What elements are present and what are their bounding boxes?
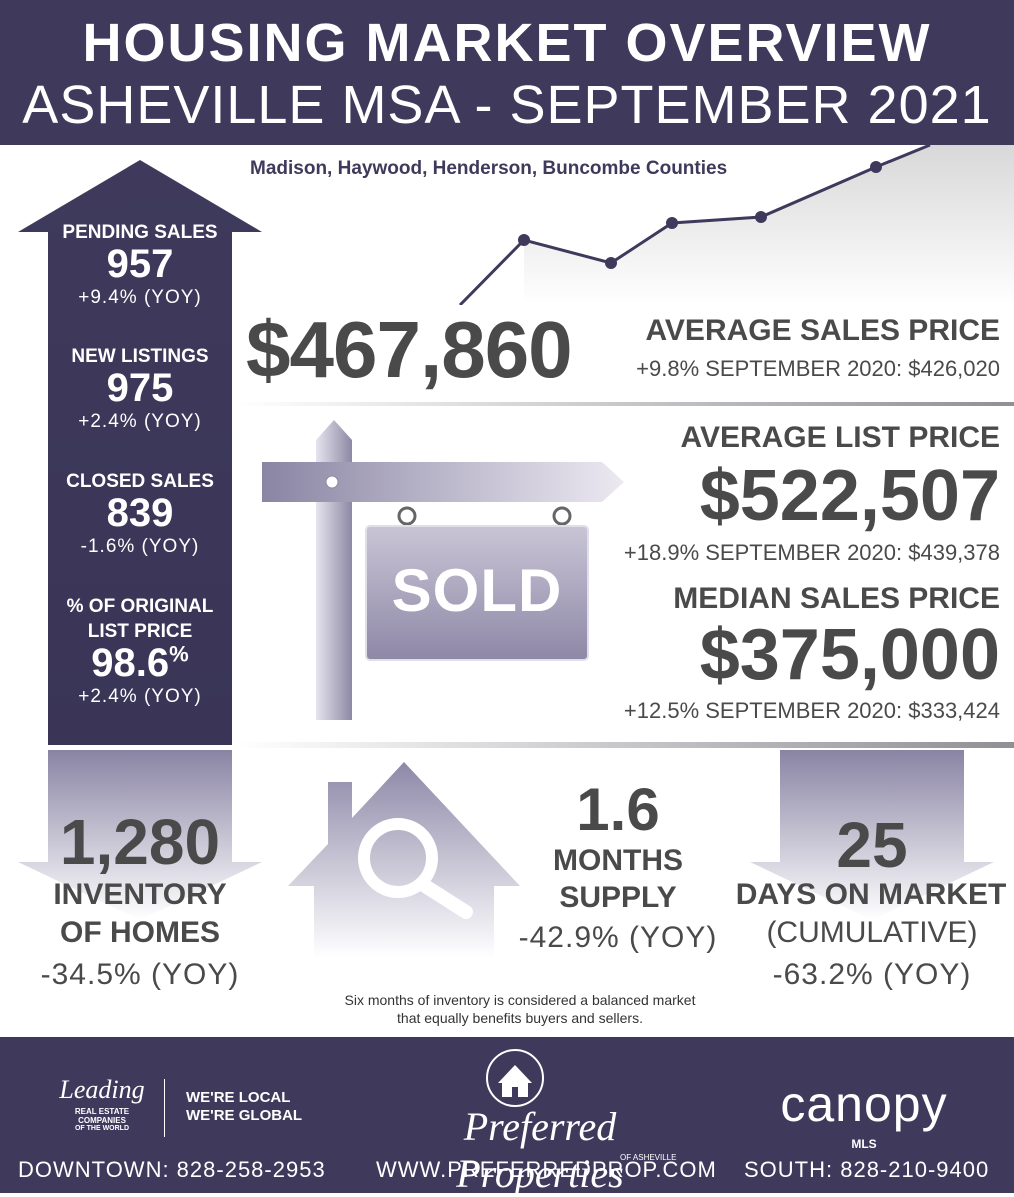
up-arrow-shape	[18, 160, 262, 745]
days-on-market-value: 25	[836, 809, 908, 881]
orig-list-label-2: LIST PRICE	[87, 621, 193, 642]
closed-sales-value: 839	[106, 491, 174, 535]
months-supply-value: 1.6	[576, 776, 660, 843]
days-on-market-sublabel: (CUMULATIVE)	[766, 916, 978, 949]
average-sales-value: $467,860	[246, 305, 573, 394]
closed-sales-label: CLOSED SALES	[66, 471, 214, 492]
pending-sales-value: 957	[106, 242, 174, 286]
days-on-market-change: -63.2% (YOY)	[772, 958, 972, 991]
orig-list-change: +2.4% (YOY)	[78, 686, 202, 707]
average-sales-comparison: +9.8% SEPTEMBER 2020: $426,020	[636, 356, 1000, 381]
trend-point	[870, 161, 882, 173]
sign-bolt	[325, 475, 339, 489]
sign-arm	[262, 462, 624, 502]
balanced-market-note-1: Six months of inventory is considered a …	[344, 992, 696, 1008]
footer-divider	[164, 1079, 165, 1137]
tagline-local: WE'RE LOCAL	[186, 1089, 291, 1106]
south-phone: SOUTH: 828-210-9400	[744, 1157, 990, 1182]
months-supply-label-1: MONTHS	[553, 844, 683, 877]
sign-board	[365, 525, 589, 661]
canopy-logo: canopy	[780, 1076, 948, 1132]
counties-subtitle: Madison, Haywood, Henderson, Buncombe Co…	[250, 158, 728, 179]
sold-sign-graphic	[262, 420, 624, 720]
leading-logo-sub2: COMPANIES	[78, 1116, 126, 1125]
inventory-value: 1,280	[59, 806, 221, 878]
months-supply-change: -42.9% (YOY)	[518, 921, 718, 954]
orig-list-label-1: % OF ORIGINAL	[66, 596, 214, 617]
sold-sign-text: SOLD	[391, 557, 563, 624]
new-listings-value: 975	[106, 366, 174, 410]
inventory-label-1: INVENTORY	[53, 878, 227, 911]
trend-point	[755, 211, 767, 223]
downtown-phone: DOWNTOWN: 828-258-2953	[18, 1157, 326, 1182]
average-list-comparison: +18.9% SEPTEMBER 2020: $439,378	[623, 540, 1000, 565]
median-sales-value: $375,000	[699, 615, 1000, 695]
tagline-global: WE'RE GLOBAL	[186, 1107, 303, 1124]
divider-band	[236, 402, 1014, 406]
days-down-arrow	[750, 750, 994, 920]
canopy-mls: MLS	[851, 1137, 877, 1151]
average-sales-label: AVERAGE SALES PRICE	[645, 314, 1000, 347]
days-on-market-label: DAYS ON MARKET	[735, 878, 1007, 911]
leading-logo: Leading REAL ESTATE COMPANIES OF THE WOR…	[54, 1075, 150, 1132]
leading-logo-sub1: REAL ESTATE	[74, 1107, 130, 1116]
inventory-down-arrow	[18, 750, 262, 920]
orig-list-suffix: %	[169, 641, 189, 667]
pending-sales-change: +9.4% (YOY)	[78, 287, 202, 308]
orig-list-number: 98.6	[91, 641, 170, 685]
trend-point	[666, 217, 678, 229]
preferred-house-emblem-icon	[486, 1049, 544, 1107]
page-subtitle: ASHEVILLE MSA - SEPTEMBER 2021	[22, 75, 992, 135]
website-link[interactable]: WWW.PREFERREDPROP.COM	[376, 1157, 717, 1182]
average-list-value: $522,507	[699, 456, 1000, 536]
sign-hook	[552, 506, 572, 526]
trend-graphic	[458, 145, 1014, 305]
months-supply-label-2: SUPPLY	[559, 881, 677, 914]
divider-band	[236, 742, 1014, 748]
house-search-icon	[288, 762, 520, 958]
footer: Leading REAL ESTATE COMPANIES OF THE WOR…	[0, 1037, 1014, 1196]
inventory-change: -34.5% (YOY)	[40, 958, 240, 991]
balanced-market-note-2: that equally benefits buyers and sellers…	[397, 1010, 643, 1026]
preferred-properties-sub: OF ASHEVILLE	[620, 1153, 677, 1162]
trend-point	[518, 234, 530, 246]
median-sales-label: MEDIAN SALES PRICE	[673, 582, 1000, 615]
preferred-properties-logo: Preferred Properties	[456, 1104, 624, 1196]
closed-sales-change: -1.6% (YOY)	[80, 536, 200, 557]
header-banner: HOUSING MARKET OVERVIEW ASHEVILLE MSA - …	[0, 0, 1014, 145]
trend-area	[524, 145, 1014, 305]
median-sales-comparison: +12.5% SEPTEMBER 2020: $333,424	[623, 698, 1000, 723]
average-list-label: AVERAGE LIST PRICE	[680, 421, 1000, 454]
leading-logo-sub3: OF THE WORLD	[74, 1125, 130, 1132]
pending-sales-label: PENDING SALES	[62, 222, 218, 243]
leading-logo-word: Leading	[59, 1075, 145, 1104]
new-listings-label: NEW LISTINGS	[71, 346, 209, 367]
new-listings-change: +2.4% (YOY)	[78, 411, 202, 432]
orig-list-value: 98.6%	[40, 641, 240, 686]
sign-hook	[397, 506, 417, 526]
trend-point	[605, 257, 617, 269]
page-title: HOUSING MARKET OVERVIEW	[82, 13, 932, 73]
inventory-label-2: OF HOMES	[59, 916, 220, 949]
